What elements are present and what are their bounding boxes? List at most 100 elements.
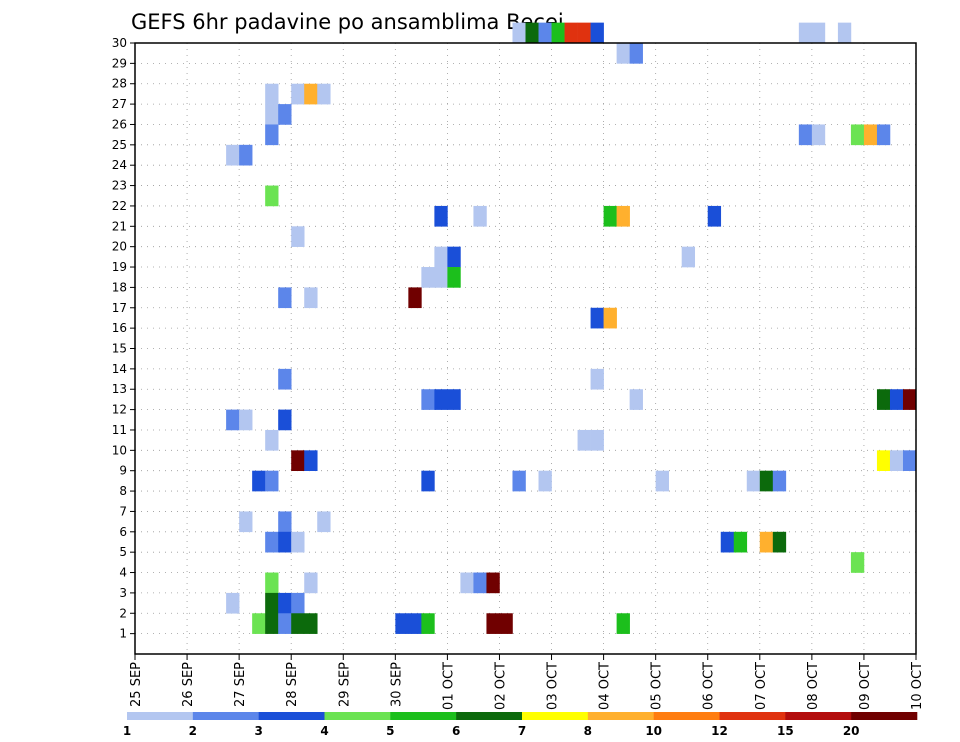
y-tick-label: 29 <box>112 56 127 70</box>
precip-cell <box>681 246 696 268</box>
x-tick-label: 08 OCT <box>806 662 821 710</box>
precip-cell <box>759 470 774 492</box>
precip-cell <box>876 450 891 471</box>
y-tick-label: 7 <box>119 504 127 518</box>
precip-cell <box>265 470 279 492</box>
colorbar-label: 6 <box>452 724 460 738</box>
precip-cell <box>772 470 787 492</box>
precip-cell <box>616 613 630 634</box>
y-tick-label: 14 <box>112 362 127 376</box>
colorbar-label: 5 <box>386 724 394 738</box>
precip-cell <box>434 205 448 227</box>
precip-cell <box>512 470 526 492</box>
precip-cell <box>226 144 240 166</box>
colorbar: 1 2 3 4 5 6 7 8 10 12 15 20 <box>123 712 918 738</box>
colorbar-segment <box>324 712 391 720</box>
precip-cell <box>265 124 279 146</box>
precip-cell <box>811 124 826 146</box>
precip-cell <box>889 389 904 410</box>
precip-cell <box>733 531 748 553</box>
precip-cell <box>876 389 891 410</box>
precipitation-cells <box>226 22 917 634</box>
precip-cell <box>291 226 305 247</box>
y-tick-label: 21 <box>112 219 127 233</box>
precip-cell <box>265 531 279 553</box>
precip-cell <box>876 124 891 146</box>
x-tick-label: 25 SEP <box>129 662 144 707</box>
y-tick-label: 22 <box>112 199 127 213</box>
precip-cell <box>239 511 253 533</box>
colorbar-segment <box>127 712 194 720</box>
precip-cell <box>226 409 240 431</box>
precip-cell <box>291 613 305 634</box>
precip-cell <box>720 531 735 553</box>
precip-cell <box>395 613 409 634</box>
precip-cell <box>551 22 565 44</box>
precip-cell <box>486 613 500 634</box>
precip-cell <box>538 470 552 492</box>
precip-cell <box>239 409 253 431</box>
precip-cell <box>304 287 318 309</box>
precip-cell <box>447 246 461 268</box>
precip-cell <box>538 22 552 44</box>
precip-cell <box>616 43 630 64</box>
precip-cell <box>304 83 318 105</box>
precip-cell <box>798 124 813 146</box>
precip-cell <box>655 470 669 492</box>
precip-cell <box>278 613 292 634</box>
colorbar-segment <box>785 712 852 720</box>
x-tick-label: 04 OCT <box>598 662 613 710</box>
precip-cell <box>408 287 422 309</box>
precip-cell <box>278 287 292 309</box>
precip-cell <box>421 470 435 492</box>
precip-cell <box>278 409 292 431</box>
precip-cell <box>629 389 643 410</box>
y-tick-label: 15 <box>112 342 127 356</box>
y-tick-label: 9 <box>119 464 127 478</box>
precip-cell <box>421 389 435 410</box>
y-tick-label: 16 <box>112 321 127 335</box>
precip-cell <box>850 552 865 573</box>
precip-cell <box>291 83 305 105</box>
y-tick-label: 25 <box>112 138 127 152</box>
colorbar-label: 15 <box>777 724 794 738</box>
y-tick-label: 2 <box>119 606 127 620</box>
precip-cell <box>460 572 474 594</box>
colorbar-segment <box>390 712 457 720</box>
x-tick-label: 26 SEP <box>181 662 196 707</box>
precip-cell <box>837 22 852 44</box>
precip-cell <box>291 531 305 553</box>
colorbar-label: 1 <box>123 724 131 738</box>
precip-cell <box>291 592 305 614</box>
precip-cell <box>616 205 630 227</box>
colorbar-segment <box>258 712 325 720</box>
precip-cell <box>278 104 292 125</box>
precip-cell <box>564 22 578 44</box>
y-tick-label: 28 <box>112 77 127 91</box>
y-tick-label: 19 <box>112 260 127 274</box>
precip-cell <box>850 124 865 146</box>
x-tick-label: 27 SEP <box>233 662 248 707</box>
y-tick-label: 11 <box>112 423 127 437</box>
precip-cell <box>278 592 292 614</box>
precip-cell <box>811 22 826 44</box>
precip-cell <box>434 246 448 268</box>
precip-cell <box>473 572 487 594</box>
precip-cell <box>590 429 604 451</box>
precip-cell <box>486 572 500 594</box>
colorbar-label: 20 <box>843 724 860 738</box>
precip-cell <box>603 307 617 329</box>
precip-cell <box>265 613 279 634</box>
precip-cell <box>447 267 461 288</box>
colorbar-label: 12 <box>711 724 728 738</box>
y-tick-label: 20 <box>112 240 127 254</box>
y-tick-label: 8 <box>119 484 127 498</box>
colorbar-label: 4 <box>320 724 328 738</box>
colorbar-segment <box>653 712 720 720</box>
chart-title: GEFS 6hr padavine po ansamblima Becej <box>131 10 564 34</box>
precip-cell <box>408 613 422 634</box>
colorbar-segment <box>522 712 589 720</box>
precip-cell <box>252 470 266 492</box>
x-tick-label: 10 OCT <box>910 662 925 710</box>
precip-cell <box>421 613 435 634</box>
